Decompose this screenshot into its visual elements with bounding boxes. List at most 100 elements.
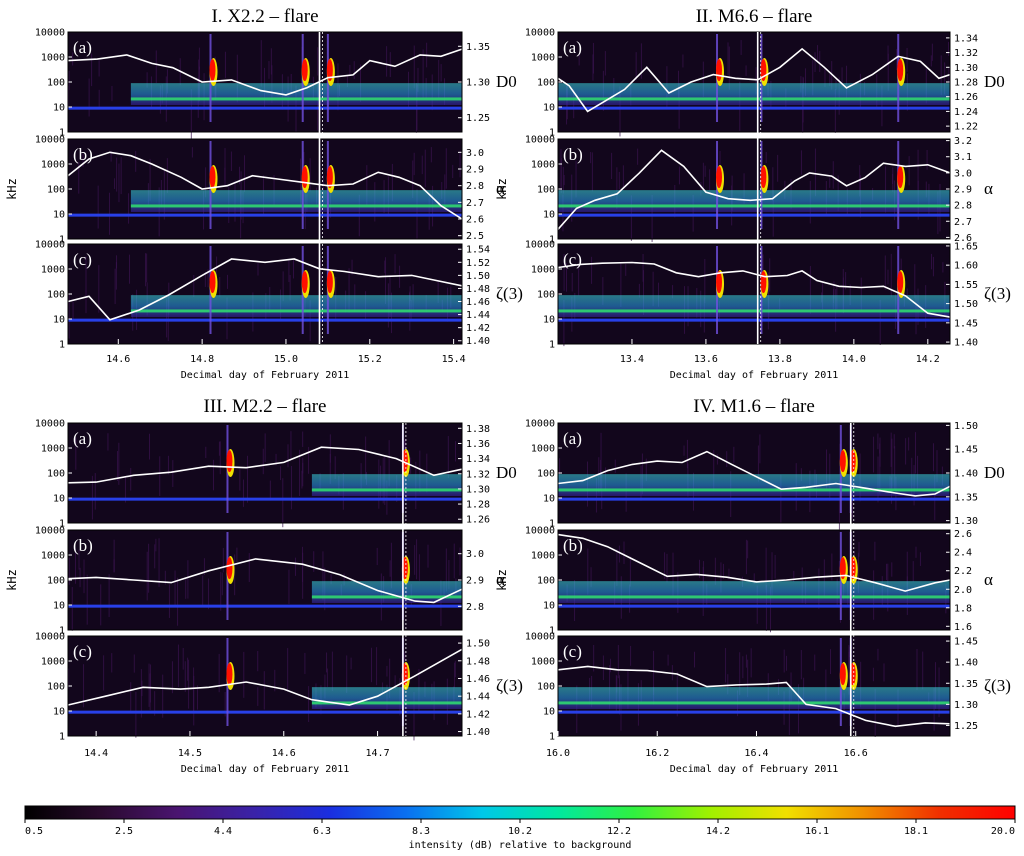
colorbar-gradient bbox=[24, 805, 1016, 820]
noise-streak bbox=[642, 270, 644, 315]
right-tick-label: 1.40 bbox=[954, 658, 978, 669]
noise-streak bbox=[916, 648, 918, 691]
noise-streak bbox=[832, 161, 834, 189]
param-curve-2 bbox=[557, 665, 951, 728]
noise-streak bbox=[68, 557, 70, 585]
noise-streak bbox=[742, 656, 744, 679]
noise-streak bbox=[424, 149, 426, 188]
noise-streak bbox=[883, 663, 885, 682]
y-tick-label: 1 bbox=[549, 128, 555, 139]
noise-streak bbox=[148, 433, 150, 460]
right-tick-label: 2.8 bbox=[466, 181, 484, 192]
noise-streak bbox=[640, 43, 642, 79]
noise-streak bbox=[224, 691, 226, 717]
right-tick-label: 1.8 bbox=[954, 603, 972, 614]
x-tick-label: 14.5 bbox=[178, 748, 202, 759]
noise-streak bbox=[349, 64, 351, 77]
panel-4: IV. M1.6 – flare1000010001001011.501.451… bbox=[495, 396, 1011, 775]
burst-core bbox=[326, 59, 333, 82]
right-tick-label: 1.22 bbox=[954, 122, 978, 133]
right-tick-label: 1.40 bbox=[954, 338, 978, 349]
y-tick-label: 10 bbox=[53, 210, 65, 221]
x-tick-label: 14.4 bbox=[84, 748, 108, 759]
noise-streak bbox=[683, 445, 685, 456]
noise-streak bbox=[83, 664, 85, 708]
noise-streak bbox=[85, 256, 87, 292]
y-tick-label: 1 bbox=[549, 235, 555, 246]
y-tick-label: 1000 bbox=[531, 657, 555, 668]
right-tick-label: 1.45 bbox=[954, 637, 978, 648]
noise-streak bbox=[421, 155, 423, 175]
burst-core bbox=[839, 663, 846, 686]
noise-streak bbox=[932, 256, 934, 277]
param-name: ζ(3) bbox=[984, 676, 1011, 695]
noise-streak bbox=[389, 658, 391, 698]
noise-streak bbox=[619, 86, 621, 137]
subplot-1: 10000 1000 100 10 1 3.2 3.1 3.0 2.9 2.8 2.7 2.6 (b) α bbox=[525, 135, 993, 246]
noise-streak bbox=[740, 40, 742, 55]
noise-streak bbox=[778, 679, 780, 695]
noise-streak bbox=[409, 286, 411, 302]
noise-streak bbox=[185, 577, 187, 599]
noise-streak bbox=[124, 476, 126, 503]
noise-streak bbox=[114, 268, 116, 305]
noise-streak bbox=[774, 554, 776, 579]
y-axis-label: kHz bbox=[495, 178, 509, 200]
burst-core bbox=[226, 663, 233, 686]
colorbar-tick-label: 16.1 bbox=[805, 826, 829, 837]
noise-streak bbox=[187, 657, 189, 681]
right-tick-label: 1.30 bbox=[954, 700, 978, 711]
noise-streak bbox=[353, 61, 355, 80]
noise-streak bbox=[107, 433, 109, 451]
background-band bbox=[68, 497, 462, 501]
noise-streak bbox=[637, 148, 639, 165]
right-tick-label: 1.32 bbox=[954, 48, 978, 59]
y-tick-label: 10 bbox=[53, 315, 65, 326]
noise-streak bbox=[814, 148, 816, 197]
right-tick-label: 1.42 bbox=[466, 709, 490, 720]
y-axis-label: kHz bbox=[5, 178, 19, 200]
y-tick-label: 100 bbox=[47, 682, 65, 693]
emission-band-core bbox=[558, 97, 950, 101]
noise-streak bbox=[243, 155, 245, 192]
noise-streak bbox=[812, 60, 814, 96]
noise-streak bbox=[416, 539, 418, 580]
noise-streak bbox=[616, 167, 618, 209]
noise-streak bbox=[218, 653, 220, 693]
noise-streak bbox=[288, 569, 290, 604]
noise-streak bbox=[236, 54, 238, 103]
colorbar-tick-label: 0.5 bbox=[25, 826, 43, 837]
noise-streak bbox=[155, 538, 157, 552]
noise-streak bbox=[149, 158, 151, 201]
spectrogram-background bbox=[68, 244, 462, 344]
noise-streak bbox=[933, 443, 935, 472]
noise-streak bbox=[745, 539, 747, 575]
y-tick-label: 10000 bbox=[35, 28, 65, 39]
noise-streak bbox=[591, 256, 593, 284]
noise-streak bbox=[591, 152, 593, 192]
param-curve-2 bbox=[557, 261, 951, 318]
noise-streak bbox=[817, 45, 819, 62]
subplot-0: 10000 1000 100 10 1 1.50 1.45 1.40 1.35 1.30 (a) D0 bbox=[525, 419, 1005, 530]
x-tick-label: 13.6 bbox=[694, 354, 718, 365]
noise-streak bbox=[97, 185, 99, 229]
noise-streak bbox=[906, 47, 908, 72]
noise-streak bbox=[936, 450, 938, 483]
noise-streak bbox=[593, 645, 595, 672]
noise-streak bbox=[226, 297, 228, 340]
noise-streak bbox=[704, 165, 706, 177]
noise-streak bbox=[716, 454, 718, 465]
right-tick-label: 1.40 bbox=[954, 469, 978, 480]
noise-streak bbox=[879, 449, 881, 495]
noise-streak bbox=[262, 448, 264, 475]
param-name: ζ(3) bbox=[496, 284, 523, 303]
y-tick-label: 100 bbox=[47, 78, 65, 89]
noise-streak bbox=[858, 541, 860, 557]
spectrogram-background bbox=[558, 244, 950, 344]
right-tick-label: 1.6 bbox=[954, 622, 972, 633]
noise-streak bbox=[115, 262, 117, 290]
noise-streak bbox=[324, 674, 326, 699]
y-tick-label: 10 bbox=[53, 103, 65, 114]
subplot-frame bbox=[557, 529, 951, 631]
